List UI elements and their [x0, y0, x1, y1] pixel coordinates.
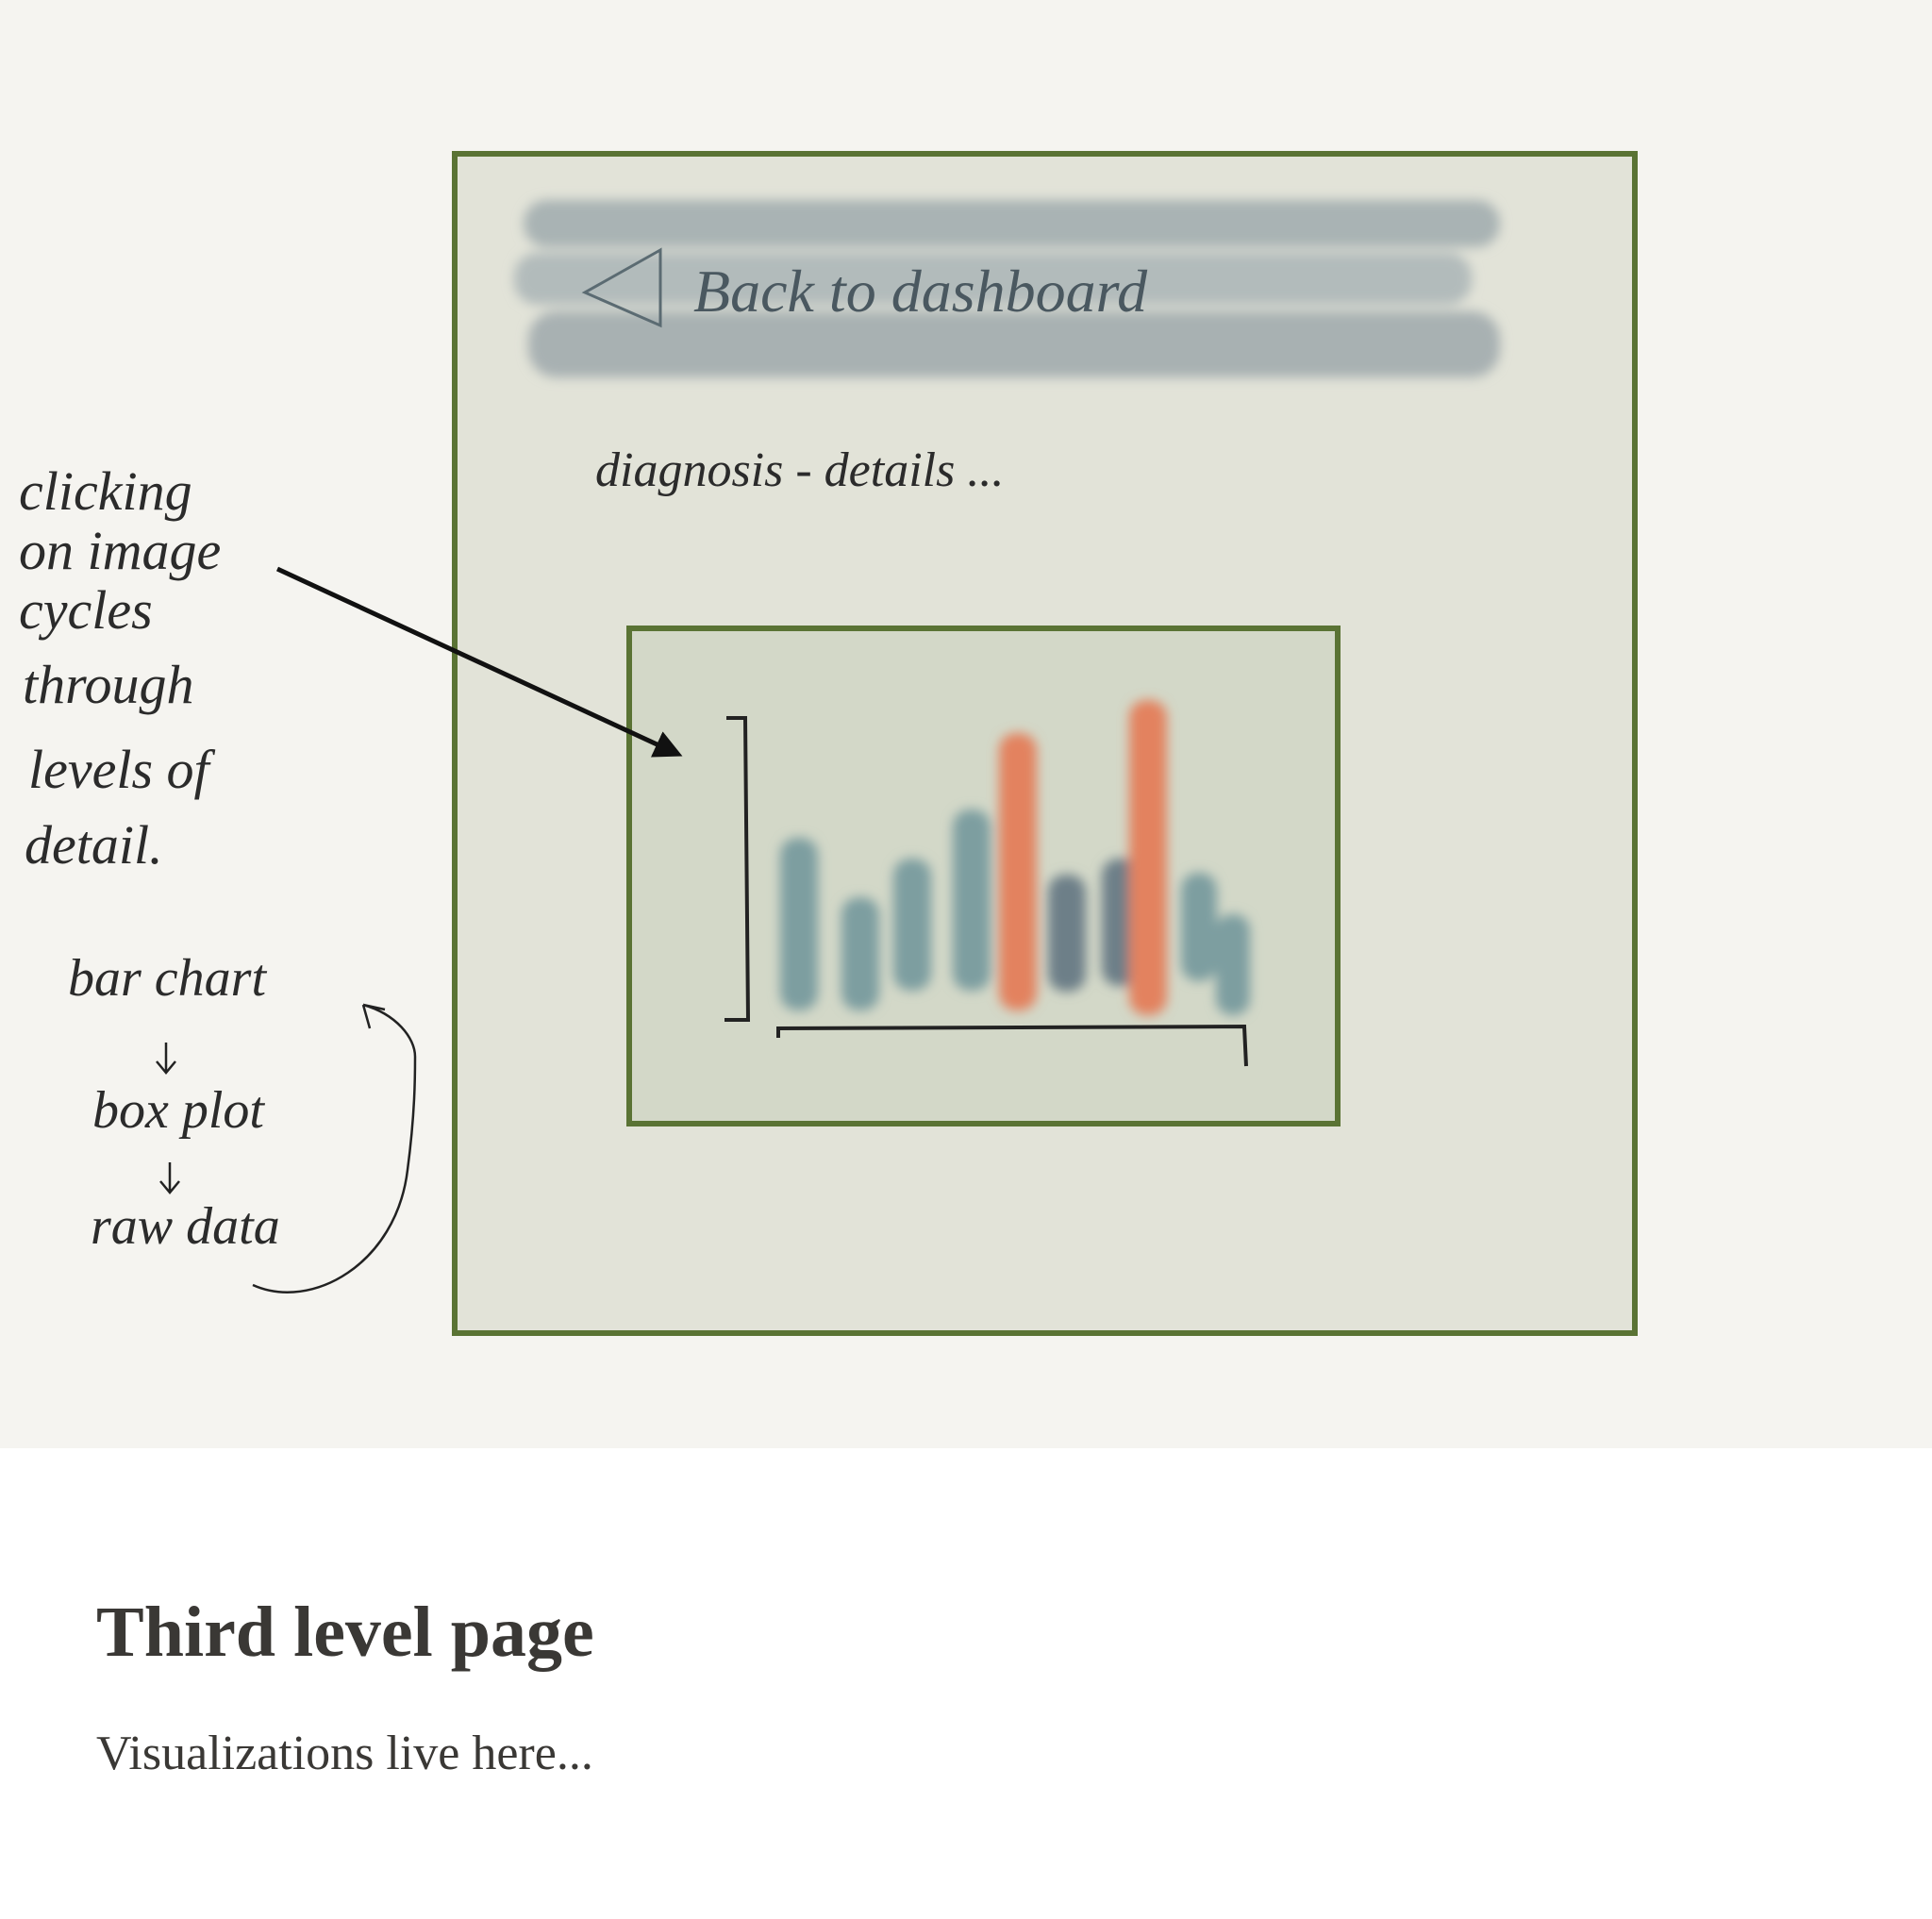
note-line: cycles — [19, 579, 153, 641]
header-band — [514, 200, 1500, 377]
note-line: on image — [19, 520, 221, 581]
back-link[interactable]: Back to dashboard — [693, 258, 1148, 325]
note-line: through — [23, 654, 194, 715]
section-heading: diagnosis - details ... — [595, 443, 1004, 497]
sketch-chart — [724, 700, 1250, 1067]
caption-title: Third level page — [96, 1593, 594, 1672]
flow-step: bar chart — [68, 949, 267, 1008]
annotation-arrow — [275, 566, 683, 758]
note-line: clicking — [19, 460, 192, 522]
note-line: levels of — [28, 739, 216, 800]
note-line: detail. — [25, 814, 163, 876]
flow-note: bar chart box plot raw data — [68, 949, 417, 1293]
caption-subtitle: Visualizations live here... — [96, 1727, 593, 1780]
back-icon — [581, 247, 662, 328]
flow-step: raw data — [91, 1197, 280, 1256]
flow-step: box plot — [92, 1081, 265, 1140]
annotation-note: clicking on image cycles through levels … — [19, 460, 221, 876]
